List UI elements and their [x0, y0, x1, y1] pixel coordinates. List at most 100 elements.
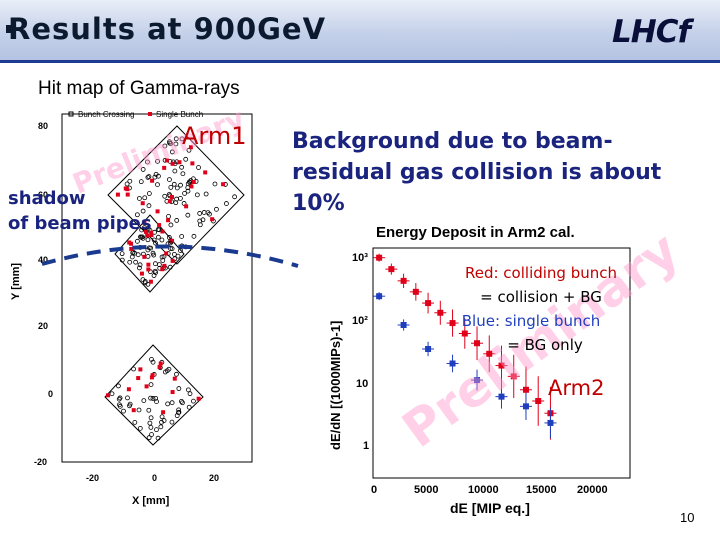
- hit-colliding-point: [160, 267, 165, 272]
- data-point-colliding-5: [437, 309, 444, 316]
- hit-single-point: [139, 227, 145, 233]
- data-point-colliding-3: [412, 288, 419, 295]
- e-y-tick-10: 10: [356, 378, 369, 390]
- hit-single-point: [116, 396, 122, 402]
- hit-single-point: [173, 141, 179, 147]
- hit-single-point: [203, 191, 209, 197]
- hit-single-point: [200, 217, 206, 223]
- hit-single-point: [136, 196, 142, 201]
- header-bar: [0, 0, 720, 60]
- hit-single-point: [146, 203, 152, 209]
- hit-single-point: [132, 420, 138, 425]
- hit-colliding-point: [164, 158, 169, 163]
- x-tick-minus20: -20: [86, 473, 100, 483]
- hit-single-point: [176, 407, 182, 413]
- header-divider: [0, 60, 720, 63]
- hit-single-point: [159, 414, 165, 420]
- energy-x-label: dE [MIP eq.]: [450, 500, 530, 516]
- data-point-single-4: [474, 377, 481, 384]
- hit-single-point: [194, 192, 200, 198]
- hit-single-point: [179, 164, 185, 170]
- data-point-colliding-4: [425, 300, 432, 307]
- hit-single-point: [155, 435, 161, 441]
- hit-colliding-point: [144, 384, 149, 389]
- hit-colliding-point: [203, 170, 208, 175]
- hit-single-point: [174, 218, 180, 223]
- hit-colliding-point: [150, 373, 155, 378]
- hit-colliding-point: [129, 246, 134, 251]
- hit-single-point: [148, 382, 154, 387]
- data-point-colliding-7: [461, 330, 468, 337]
- hit-single-point: [169, 400, 175, 406]
- y-tick-60: 60: [38, 190, 49, 200]
- hit-single-point: [134, 238, 140, 244]
- hit-colliding-point: [190, 161, 195, 166]
- data-point-colliding-10: [498, 362, 505, 369]
- hit-single-point: [168, 222, 174, 228]
- hit-colliding-point: [126, 387, 131, 392]
- hit-single-point: [147, 420, 153, 426]
- y-tick-80: 80: [38, 121, 49, 131]
- hit-single-point: [138, 179, 144, 185]
- hit-single-point: [155, 158, 160, 164]
- hit-single-point: [150, 396, 156, 401]
- hit-single-point: [127, 401, 133, 407]
- hit-colliding-point: [184, 204, 189, 209]
- hit-single-point: [162, 143, 168, 149]
- hit-colliding-point: [136, 376, 141, 381]
- data-point-colliding-8: [474, 340, 481, 347]
- blue-note-line2: = BG only: [507, 336, 583, 354]
- hit-colliding-point: [146, 267, 151, 272]
- energy-deposit-chart: [372, 247, 631, 479]
- arm2-label: Arm2: [548, 376, 605, 400]
- hit-single-point: [185, 212, 191, 218]
- hit-single-point: [167, 264, 173, 270]
- hit-colliding-point: [148, 279, 153, 284]
- hit-colliding-point: [189, 184, 194, 189]
- e-y-tick-1000: 10³: [352, 252, 368, 264]
- data-point-colliding-9: [486, 350, 493, 357]
- hit-single-point: [145, 281, 151, 287]
- hit-colliding-point: [170, 238, 175, 243]
- hit-single-point: [117, 403, 123, 409]
- hit-colliding-point: [167, 199, 172, 204]
- hit-single-point: [169, 419, 175, 425]
- hit-single-point: [167, 140, 173, 146]
- hit-colliding-point: [123, 186, 128, 191]
- hit-single-point: [146, 174, 152, 179]
- hitmap-subtitle: Hit map of Gamma-rays: [38, 78, 240, 99]
- hit-single-point: [197, 211, 203, 216]
- hit-single-point: [185, 387, 191, 393]
- hit-colliding-point: [157, 365, 162, 370]
- hit-single-point: [140, 208, 146, 214]
- hit-single-point: [142, 225, 147, 231]
- hitmap-frame: [61, 113, 253, 463]
- hit-single-point: [153, 171, 159, 177]
- hit-single-point: [232, 194, 238, 200]
- hit-single-point: [167, 240, 173, 246]
- hit-single-point: [224, 201, 229, 206]
- hit-colliding-point: [145, 233, 150, 238]
- hit-single-point: [179, 136, 185, 142]
- hit-single-point: [187, 391, 193, 397]
- hit-single-point: [145, 237, 151, 243]
- hit-single-point: [134, 212, 140, 218]
- hit-single-point: [187, 179, 192, 185]
- hit-single-point: [141, 398, 147, 404]
- hit-colliding-point: [144, 229, 149, 234]
- hit-single-point: [212, 181, 218, 187]
- e-x-tick-5000: 5000: [414, 484, 439, 496]
- hit-single-point: [158, 424, 164, 430]
- hit-single-point: [180, 171, 186, 177]
- hit-single-point: [197, 218, 203, 224]
- hit-colliding-point: [149, 233, 154, 238]
- data-point-single-0: [376, 293, 383, 300]
- hit-single-point: [179, 234, 185, 239]
- shadow-line1: shadow: [8, 188, 86, 209]
- hit-single-point: [153, 261, 158, 267]
- hit-single-point: [171, 251, 177, 257]
- hit-single-point: [119, 251, 125, 257]
- hit-single-point: [182, 191, 187, 196]
- data-point-colliding-0: [376, 254, 383, 261]
- hit-single-point: [151, 273, 157, 278]
